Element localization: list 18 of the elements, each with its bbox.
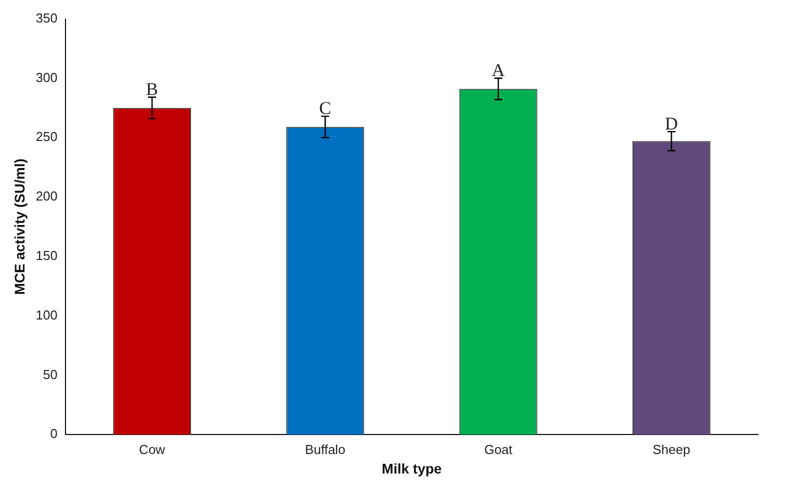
annotation: B (146, 78, 158, 99)
y-tick-label: 50 (43, 366, 58, 382)
y-axis-title: MCE activity (SU/ml) (11, 158, 28, 295)
y-tick-label: 0 (50, 426, 58, 442)
x-axis-title: Milk type (382, 460, 442, 476)
y-tick-label: 200 (36, 188, 58, 204)
annotation: C (319, 98, 332, 118)
x-tick-label: Goat (484, 442, 513, 457)
y-tick-label: 250 (36, 129, 58, 144)
x-tick-label: Sheep (652, 442, 690, 457)
x-tick-label: Buffalo (305, 442, 346, 457)
annotation: D (664, 113, 678, 134)
y-tick-label: 300 (36, 70, 58, 85)
x-tick-label: Cow (139, 442, 166, 457)
y-tick-label: 100 (36, 307, 58, 322)
annotation: A (492, 60, 505, 80)
y-tick-label: 150 (36, 248, 58, 263)
y-tick-label: 350 (36, 10, 58, 26)
